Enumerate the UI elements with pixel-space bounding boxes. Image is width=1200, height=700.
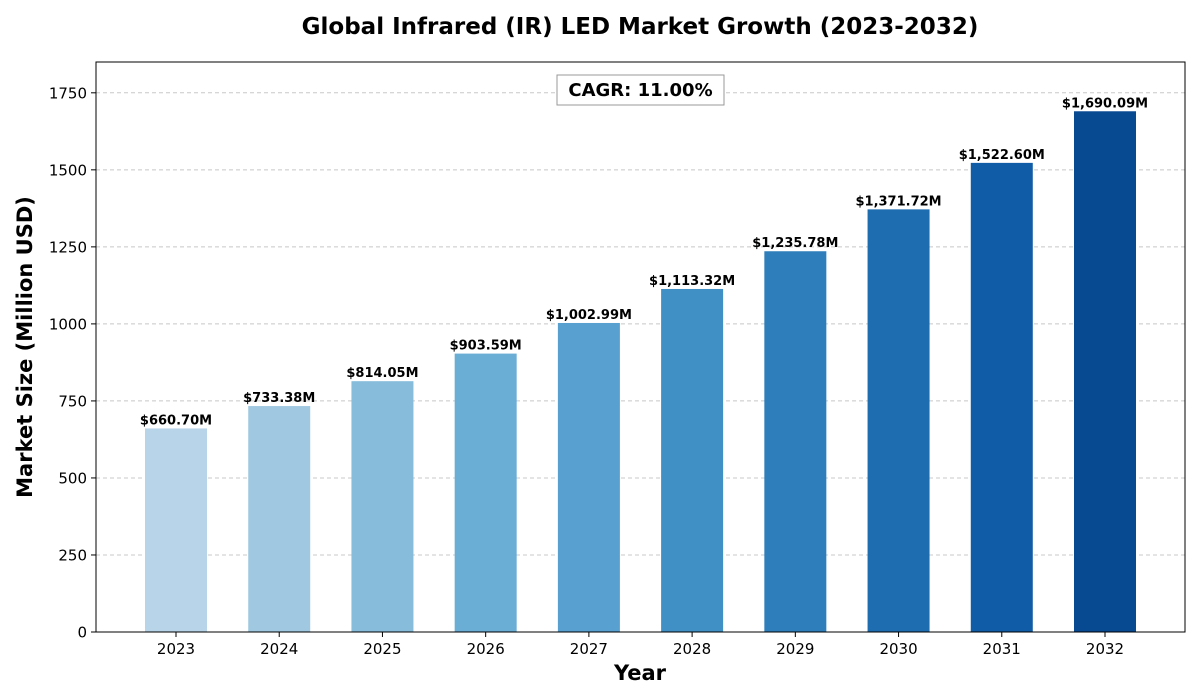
- data-label-2029: $1,235.78M: [752, 236, 838, 251]
- y-tick-label: 1500: [49, 161, 87, 179]
- y-tick-label: 1750: [49, 84, 87, 102]
- x-tick-label: 2023: [157, 640, 195, 658]
- bar-2029: [764, 251, 827, 632]
- y-axis-ticks: 0 250 500 750 1000 1250 1500 1750: [49, 84, 96, 642]
- data-label-2026: $903.59M: [450, 339, 522, 354]
- x-tick-label: 2024: [260, 640, 298, 658]
- data-label-2032: $1,690.09M: [1062, 96, 1148, 111]
- y-tick-label: 250: [58, 546, 87, 564]
- x-axis-ticks: 2023 2024 2025 2026 2027 2028 2029 2030 2031 2032: [157, 632, 1124, 658]
- bar-2032: [1074, 111, 1136, 632]
- x-tick-label: 2027: [570, 640, 608, 658]
- cagr-annotation: CAGR: 11.00%: [556, 74, 725, 106]
- x-tick-label: 2025: [363, 640, 401, 658]
- y-axis-label: Market Size (Million USD): [13, 196, 37, 498]
- bar-2026: [454, 353, 517, 632]
- data-label-2030: $1,371.72M: [855, 194, 941, 209]
- bar-2024: [248, 406, 311, 632]
- cagr-label: CAGR: 11.00%: [568, 80, 712, 101]
- x-tick-label: 2032: [1086, 640, 1124, 658]
- bar-2023: [145, 428, 207, 632]
- x-tick-label: 2028: [673, 640, 711, 658]
- data-label-2031: $1,522.60M: [959, 148, 1045, 163]
- y-tick-label: 1250: [49, 238, 87, 256]
- data-label-2023: $660.70M: [140, 413, 212, 428]
- x-tick-label: 2026: [467, 640, 505, 658]
- plot-frame: [95, 61, 1186, 633]
- cagr-box: [556, 74, 725, 106]
- bar-2028: [661, 288, 724, 632]
- x-tick-label: 2030: [879, 640, 917, 658]
- x-tick-label: 2029: [776, 640, 814, 658]
- y-tick-label: 0: [77, 624, 87, 642]
- x-tick-label: 2031: [983, 640, 1021, 658]
- chart-title: Global Infrared (IR) LED Market Growth (…: [302, 14, 979, 40]
- bar-2031: [970, 162, 1033, 633]
- data-label-2028: $1,113.32M: [649, 274, 735, 289]
- y-tick-label: 1000: [49, 315, 87, 333]
- bar-2025: [351, 381, 414, 632]
- data-label-2024: $733.38M: [243, 391, 315, 406]
- data-label-2025: $814.05M: [346, 366, 418, 381]
- y-tick-label: 750: [58, 392, 87, 410]
- bar-2030: [867, 209, 930, 632]
- data-label-2027: $1,002.99M: [546, 308, 632, 323]
- bars: [145, 111, 1136, 633]
- y-tick-label: 500: [58, 469, 87, 487]
- x-axis-label: Year: [613, 661, 667, 685]
- data-labels: $660.70M $733.38M $814.05M $903.59M $1,002.9…: [140, 96, 1148, 428]
- bar-2027: [557, 322, 620, 632]
